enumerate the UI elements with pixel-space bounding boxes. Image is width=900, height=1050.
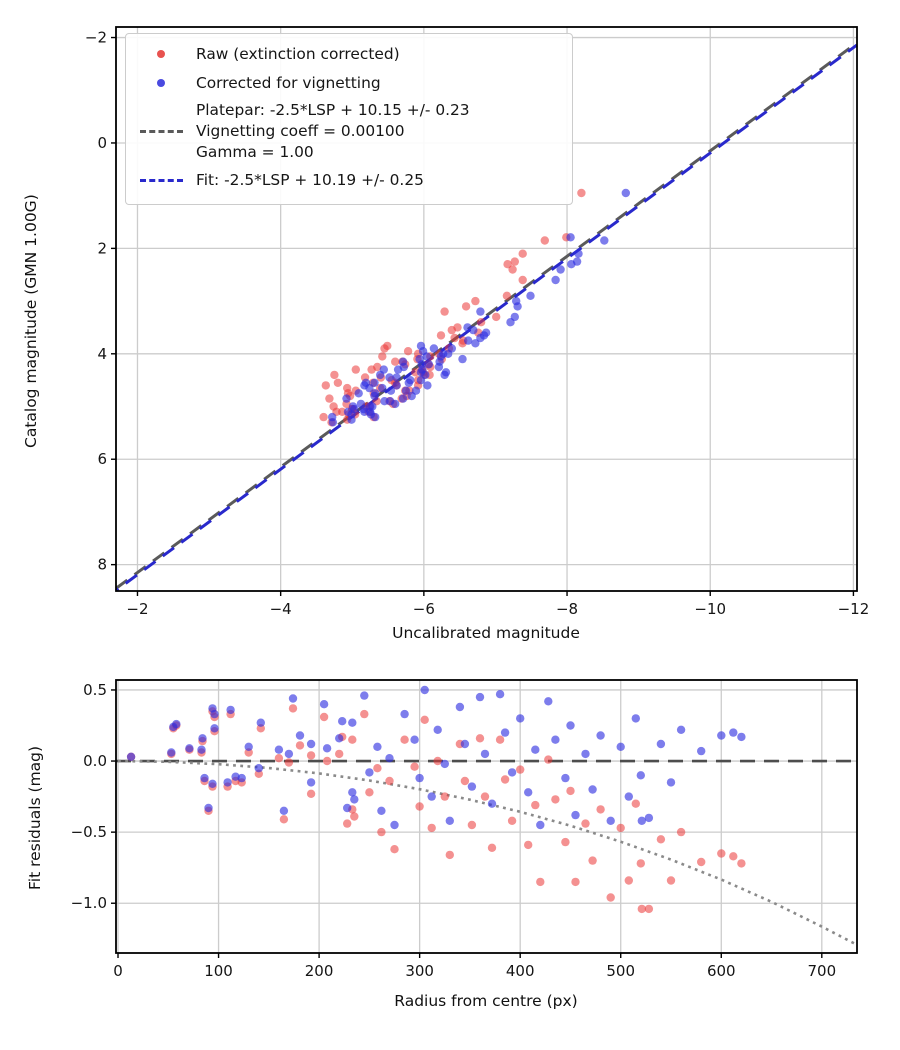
svg-text:4: 4 (97, 345, 107, 363)
legend: Raw (extinction corrected) Corrected for… (125, 33, 573, 205)
corrected-scatter (328, 188, 630, 427)
grid (116, 680, 857, 953)
svg-text:−2: −2 (126, 600, 148, 618)
svg-text:0: 0 (113, 962, 123, 980)
svg-text:0: 0 (97, 134, 107, 152)
fit-line (115, 43, 858, 592)
blue-dot-marker (157, 79, 165, 87)
svg-text:−0.5: −0.5 (71, 823, 107, 841)
platepar-line (115, 41, 858, 590)
platepar-line-2: Vignetting coeff = 0.00100 (196, 121, 405, 140)
svg-text:−8: −8 (556, 600, 578, 618)
svg-text:−2: −2 (85, 29, 107, 47)
svg-text:2: 2 (97, 239, 107, 257)
svg-text:−4: −4 (270, 600, 292, 618)
legend-item-raw-label: Raw (extinction corrected) (196, 44, 400, 63)
svg-text:−10: −10 (694, 600, 726, 618)
y-ticks: −2 0 2 4 6 8 (85, 29, 116, 574)
top-xaxis-label: Uncalibrated magnitude (392, 624, 580, 642)
blue-dash-marker (139, 178, 183, 182)
y-ticks: 0.5 0.0 −0.5 −1.0 (71, 681, 116, 912)
svg-text:600: 600 (707, 962, 736, 980)
svg-text:−12: −12 (838, 600, 870, 618)
svg-text:0.0: 0.0 (83, 752, 107, 770)
marker-cell (126, 129, 196, 133)
svg-text:−6: −6 (413, 600, 435, 618)
marker-cell (126, 79, 196, 87)
legend-item-corrected-label: Corrected for vignetting (196, 73, 381, 92)
x-ticks: −2 −4 −6 −8 −10 −12 (126, 591, 869, 618)
bottom-xaxis-label: Radius from centre (px) (394, 992, 578, 1010)
corrected-scatter (126, 685, 746, 830)
legend-item-platepar: Platepar: -2.5*LSP + 10.15 +/- 0.23 Vign… (126, 98, 564, 164)
marker-cell (126, 178, 196, 182)
raw-scatter (126, 704, 746, 914)
svg-text:6: 6 (97, 450, 107, 468)
top-yaxis-label: Catalog magnitude (GMN 1.00G) (22, 194, 40, 448)
platepar-line-1: Platepar: -2.5*LSP + 10.15 +/- 0.23 (196, 100, 470, 119)
legend-item-fit: Fit: -2.5*LSP + 10.19 +/- 0.25 (126, 164, 564, 196)
legend-item-fit-label: Fit: -2.5*LSP + 10.19 +/- 0.25 (196, 170, 424, 189)
axes-spine (115, 679, 858, 954)
svg-text:8: 8 (97, 556, 107, 574)
svg-text:−1.0: −1.0 (71, 894, 107, 912)
red-dot-marker (157, 50, 165, 58)
legend-item-corrected: Corrected for vignetting (126, 68, 564, 98)
platepar-line-3: Gamma = 1.00 (196, 142, 314, 161)
x-ticks: 0 100 200 300 400 500 600 700 (113, 953, 836, 980)
svg-text:100: 100 (204, 962, 233, 980)
svg-text:300: 300 (405, 962, 434, 980)
gray-dash-marker (139, 129, 183, 133)
bottom-yaxis-label: Fit residuals (mag) (26, 745, 44, 890)
svg-text:400: 400 (506, 962, 535, 980)
svg-text:500: 500 (606, 962, 635, 980)
legend-item-platepar-label: Platepar: -2.5*LSP + 10.15 +/- 0.23 Vign… (196, 100, 470, 163)
axes-spine (115, 26, 858, 592)
svg-text:0.5: 0.5 (83, 681, 107, 699)
svg-text:700: 700 (807, 962, 836, 980)
legend-item-raw: Raw (extinction corrected) (126, 40, 564, 68)
svg-text:200: 200 (305, 962, 334, 980)
marker-cell (126, 50, 196, 58)
